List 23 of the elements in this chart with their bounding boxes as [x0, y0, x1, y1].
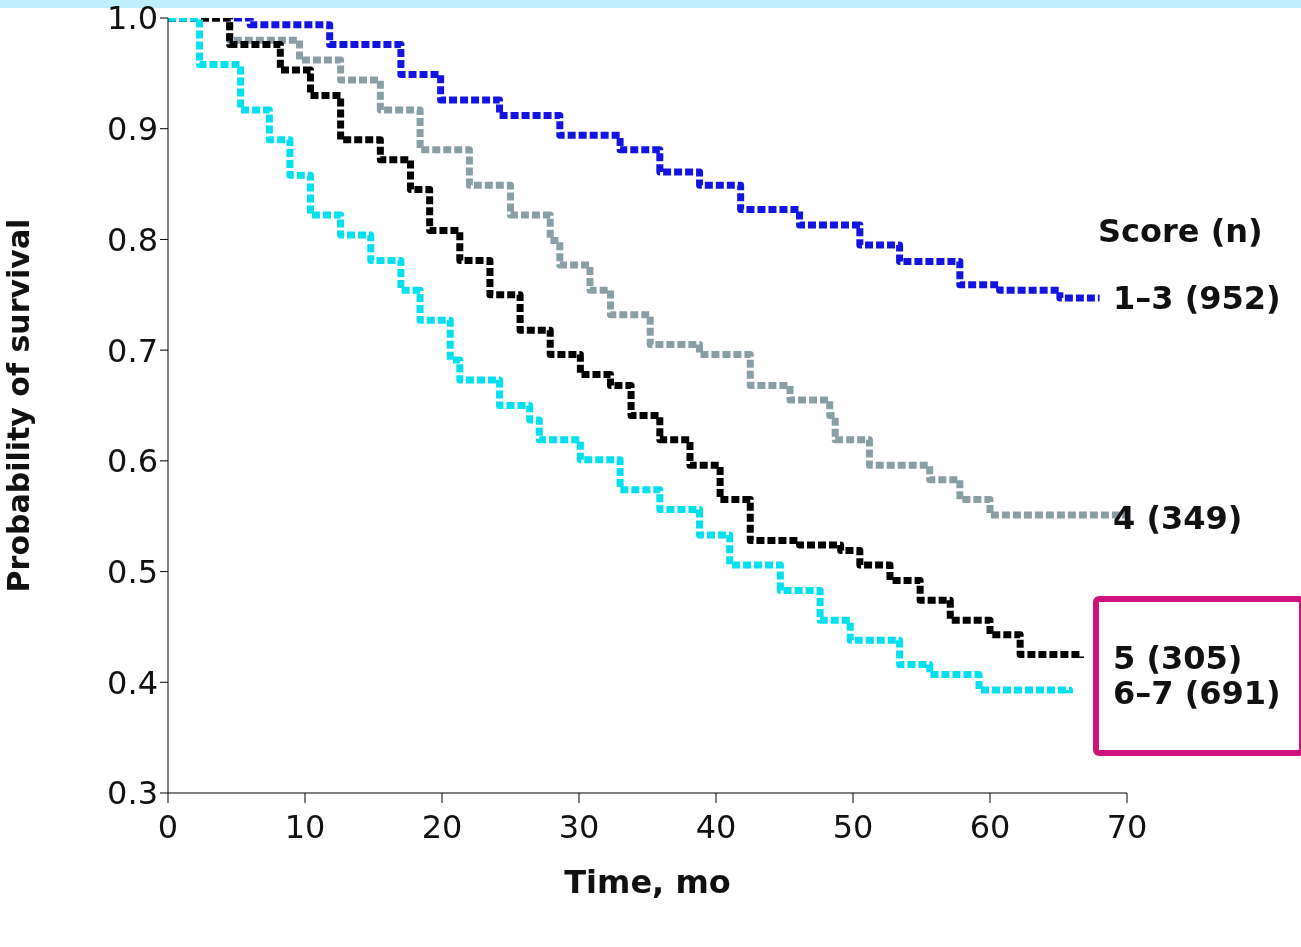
- y-tick-label: 0.3: [107, 774, 158, 813]
- x-axis-title: Time, mo: [564, 863, 731, 901]
- x-tick-label: 0: [157, 807, 179, 846]
- x-tick-label: 20: [421, 807, 463, 846]
- series-label: 6–7 (691): [1113, 674, 1281, 713]
- x-tick-label: 60: [969, 807, 1011, 846]
- series-label: 1–3 (952): [1113, 279, 1281, 318]
- y-tick-label: 0.9: [107, 110, 158, 149]
- x-tick-label: 30: [558, 807, 600, 846]
- series-label: 4 (349): [1113, 499, 1243, 538]
- y-tick-label: 0.6: [107, 442, 158, 481]
- x-tick-label: 40: [695, 807, 737, 846]
- y-tick-label: 0.8: [107, 220, 158, 259]
- x-tick-label: 50: [832, 807, 874, 846]
- y-tick-label: 0.7: [107, 331, 158, 370]
- series-label: 5 (305): [1113, 638, 1243, 677]
- legend-title: Score (n): [1098, 212, 1263, 250]
- y-tick-label: 0.4: [107, 663, 158, 702]
- x-tick-label: 70: [1106, 807, 1148, 846]
- x-tick-label: 10: [284, 807, 326, 846]
- y-tick-label: 0.5: [107, 552, 158, 591]
- y-axis-title: Probability of survival: [0, 218, 36, 593]
- y-tick-label: 1.0: [107, 0, 158, 38]
